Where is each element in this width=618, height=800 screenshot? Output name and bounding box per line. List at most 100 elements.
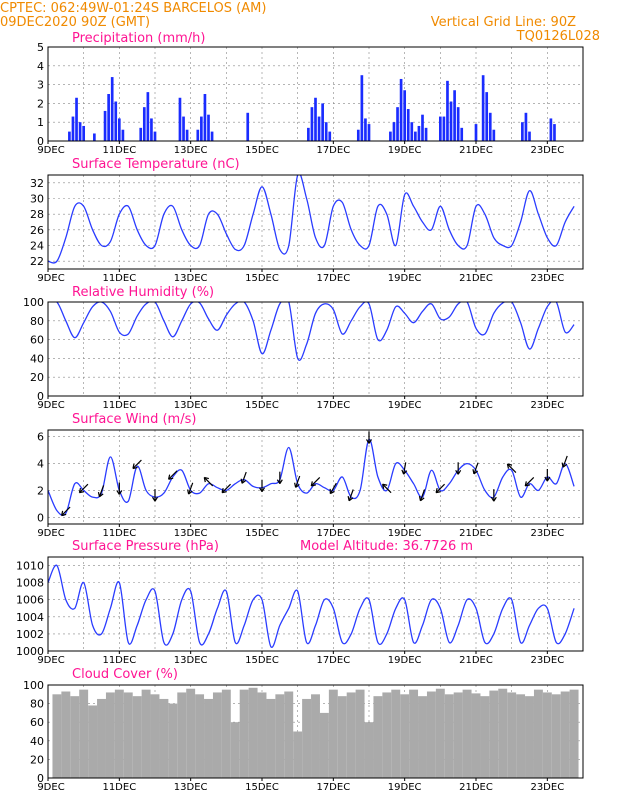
wind-arrow [221,483,232,494]
precip-title: Precipitation (mm/h) [72,31,205,46]
rh-xtick-label: 9DEC [37,400,64,411]
precip-bar [114,101,118,141]
precip-bar [389,131,392,141]
cloud-bar [61,691,71,778]
pressure-xtick-label: 15DEC [245,655,279,666]
wind-xtick-label: 21DEC [459,528,493,539]
cloud-ytick-label: 80 [30,698,44,711]
pressure-xtick-label: 11DEC [102,655,136,666]
cloud-bar [418,696,427,778]
pressure-ytick-label: 1000 [16,645,44,658]
wind-arrow [240,471,247,484]
precip-bar [178,97,182,141]
cloud-bar [319,712,329,778]
cloud-xtick-label: 17DEC [316,782,350,793]
wind-ytick-label: 4 [37,458,44,471]
cloud-bar [569,689,579,778]
precip-xtick-label: 9DEC [37,145,64,156]
precip-bar [396,107,399,141]
cloud-bar [355,689,365,778]
precip-bar [328,131,332,141]
precip-bar [456,107,460,141]
pressure-altitude-label: Model Altitude: 36.7726 m [300,539,473,554]
precip-bar [207,114,210,141]
wind-arrow-shaft [506,463,517,473]
wind-arrow-head [187,489,193,495]
cloud-bar [248,687,258,778]
pressure-ytick-label: 1002 [16,628,44,641]
precip-xtick-label: 21DEC [459,145,493,156]
rh-xtick-label: 15DEC [245,400,279,411]
precip-bar [146,92,150,141]
wind-arrow [382,483,392,494]
precip-bar [406,109,410,141]
precip-bar [549,118,553,141]
rh-ytick-label: 60 [30,334,44,347]
wind-arrow-head [132,463,138,470]
temp-ytick-label: 22 [30,255,44,268]
wind-arrow-shaft [221,483,232,494]
wind-arrow-shaft [132,459,142,469]
cloud-ytick-label: 40 [30,735,44,748]
precip-bar [414,131,417,141]
temp-frame [47,174,584,270]
precip-bar [417,125,421,141]
cloud-bar [168,703,178,778]
pressure-series-line [48,564,575,648]
precip-bar [185,129,189,141]
pressure-xtick-label: 13DEC [174,655,208,666]
cloud-ytick-label: 0 [37,772,44,785]
wind-arrow-head [151,496,159,502]
precip-bar [107,94,110,141]
header-station: CPTEC: 062:49W-01:24S BARCELOS (AM) [0,1,266,16]
pressure-ytick-label: 1008 [16,577,44,590]
precip-bar [474,124,478,141]
precip-bar [367,124,371,141]
wind-arrow-shaft [98,485,105,497]
temp-xtick-label: 15DEC [245,273,279,284]
precip-bar [442,116,446,141]
cloud-ytick-label: 100 [23,679,44,692]
wind-series-line [48,438,575,517]
pressure-xtick-label: 19DEC [388,655,422,666]
wind-arrow [97,485,105,498]
cloud-xtick-label: 9DEC [37,782,64,793]
cloud-bar [435,688,445,778]
temp-series-line [48,175,575,264]
cloud-bar [230,722,240,778]
wind-arrow [544,469,551,482]
precip-bar [117,118,121,141]
precip-bar [314,97,317,141]
wind-arrow-head [203,476,209,483]
precip-bar [364,118,367,141]
precip-bar [410,122,414,141]
cloud-bar [533,689,543,778]
precip-bar [528,131,531,141]
cloud-bar [132,696,142,778]
wind-xtick-label: 19DEC [388,528,422,539]
pressure-xtick-label: 21DEC [459,655,493,666]
rh-xtick-label: 21DEC [459,400,493,411]
cloud-bar [498,688,508,778]
cloud-bar [177,692,187,778]
precip-bar [424,127,428,141]
wind-arrow-head [258,487,266,493]
wind-arrow-head [347,496,354,502]
cloud-bar [453,692,463,778]
cloud-bar [516,694,526,778]
precip-bar [307,127,310,141]
cloud-bar [159,698,169,778]
wind-arrow-head [97,492,104,498]
wind-arrow-shaft [295,475,301,488]
precip-bar [360,75,364,141]
cloud-bar [79,689,89,778]
wind-arrow [365,431,373,444]
temp-panel: 22 24 26 28 30 32 Surface Temperature (nC) 9DEC… [30,157,584,284]
cloud-bar [400,694,410,778]
wind-arrow-head [490,496,497,502]
wind-ytick-label: 2 [37,484,44,497]
precip-bar [93,133,96,141]
cloud-bar [391,689,401,778]
rh-panel: 0 20 40 60 80 100 Relative Humidity (%) 9DEC 11D… [23,285,584,411]
cloud-bar [195,694,205,778]
